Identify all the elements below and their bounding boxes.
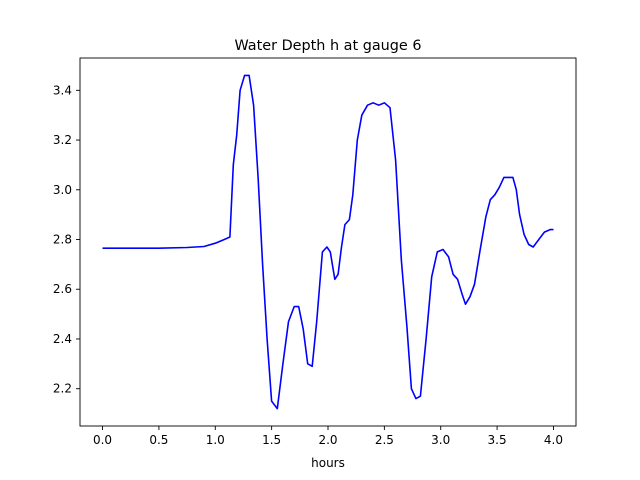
x-tick-label: 3.5 xyxy=(488,433,507,447)
y-tick-label: 2.4 xyxy=(53,332,72,346)
plot-frame xyxy=(79,57,577,427)
x-tick-label: 1.0 xyxy=(206,433,225,447)
x-tick-label: 3.0 xyxy=(431,433,450,447)
x-tick-label: 1.5 xyxy=(262,433,281,447)
x-tick-label: 0.5 xyxy=(149,433,168,447)
x-tick-label: 2.5 xyxy=(375,433,394,447)
plot-area xyxy=(79,57,577,427)
x-axis-label: hours xyxy=(311,456,345,470)
x-tick-label: 2.0 xyxy=(318,433,337,447)
y-tick-label: 2.6 xyxy=(53,282,72,296)
y-tick-label: 3.2 xyxy=(53,133,72,147)
y-tick-label: 2.2 xyxy=(53,382,72,396)
y-tick-label: 2.8 xyxy=(53,233,72,247)
x-tick-label: 0.0 xyxy=(93,433,112,447)
series-line-1 xyxy=(102,74,554,410)
y-axis: 2.2 2.4 2.6 2.8 3.0 3.2 3.4 xyxy=(53,83,80,396)
chart-title: Water Depth h at gauge 6 xyxy=(234,38,421,54)
x-axis: 0.0 0.5 1.0 1.5 2.0 2.5 3.0 3.5 4.0 xyxy=(93,426,563,447)
y-tick-label: 3.4 xyxy=(53,83,72,97)
x-tick-label: 4.0 xyxy=(544,433,563,447)
y-tick-label: 3.0 xyxy=(53,183,72,197)
